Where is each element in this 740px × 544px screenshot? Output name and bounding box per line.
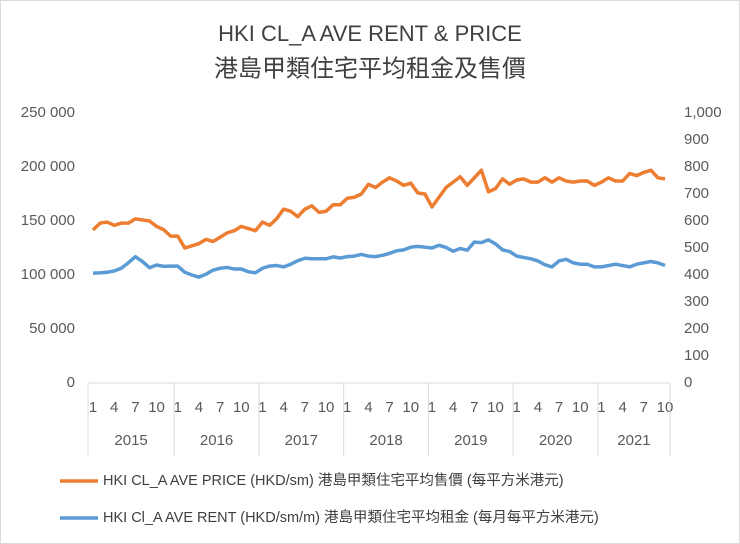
y-tick-label: 150 000 (21, 212, 75, 229)
y2-tick-label: 100 (684, 347, 709, 364)
x-tick-label: 1 (597, 399, 605, 416)
x-tick-label: 4 (279, 399, 287, 416)
x-group-label: 2016 (200, 432, 233, 449)
x-tick-label: 7 (301, 399, 309, 416)
y2-tick-label: 200 (684, 320, 709, 337)
y2-tick-label: 500 (684, 239, 709, 256)
x-tick-label: 4 (534, 399, 542, 416)
y-tick-label: 50 000 (29, 320, 75, 337)
y2-tick-label: 700 (684, 185, 709, 202)
x-tick-label: 1 (428, 399, 436, 416)
x-tick-label: 7 (555, 399, 563, 416)
series-line (91, 168, 666, 250)
chart-subtitle: 港島甲類住宅平均租金及售價 (214, 55, 526, 82)
y-tick-label: 100 000 (21, 266, 75, 283)
series-line (92, 238, 666, 279)
x-tick-label: 1 (174, 399, 182, 416)
x-group-label: 2015 (114, 432, 147, 449)
x-tick-label: 7 (385, 399, 393, 416)
x-tick-label: 7 (216, 399, 224, 416)
x-tick-label: 7 (640, 399, 648, 416)
x-tick-label: 7 (131, 399, 139, 416)
x-tick-label: 1 (343, 399, 351, 416)
x-tick-label: 4 (618, 399, 626, 416)
x-tick-label: 10 (657, 399, 674, 416)
y-tick-label: 250 000 (21, 104, 75, 121)
x-group-label: 2017 (285, 432, 318, 449)
x-tick-label: 1 (513, 399, 521, 416)
x-tick-label: 10 (148, 399, 165, 416)
x-tick-label: 1 (89, 399, 97, 416)
x-tick-label: 7 (470, 399, 478, 416)
x-tick-label: 10 (572, 399, 589, 416)
legend-label: HKI CL_A AVE PRICE (HKD/sm) 港島甲類住宅平均售價 (… (103, 472, 564, 489)
x-group-label: 2020 (539, 432, 572, 449)
x-tick-label: 4 (195, 399, 203, 416)
y2-tick-label: 400 (684, 266, 709, 283)
x-tick-label: 10 (402, 399, 419, 416)
legend-label: HKI Cl_A AVE RENT (HKD/sm/m) 港島甲類住宅平均租金 … (103, 509, 599, 526)
x-tick-label: 4 (449, 399, 457, 416)
y-tick-label: 200 000 (21, 158, 75, 175)
x-tick-label: 1 (258, 399, 266, 416)
x-tick-label: 10 (318, 399, 335, 416)
y2-tick-label: 1,000 (684, 104, 722, 121)
x-tick-label: 4 (364, 399, 372, 416)
y2-tick-label: 600 (684, 212, 709, 229)
x-group-label: 2021 (617, 432, 650, 449)
chart-title: HKI CL_A AVE RENT & PRICE (218, 21, 522, 46)
y2-tick-label: 0 (684, 374, 692, 391)
y2-tick-label: 900 (684, 131, 709, 148)
y2-tick-label: 300 (684, 293, 709, 310)
y2-tick-label: 800 (684, 158, 709, 175)
x-tick-label: 4 (110, 399, 118, 416)
x-group-label: 2019 (454, 432, 487, 449)
y-tick-label: 0 (67, 374, 75, 391)
x-group-label: 2018 (369, 432, 402, 449)
x-tick-label: 10 (233, 399, 250, 416)
x-tick-label: 10 (487, 399, 504, 416)
